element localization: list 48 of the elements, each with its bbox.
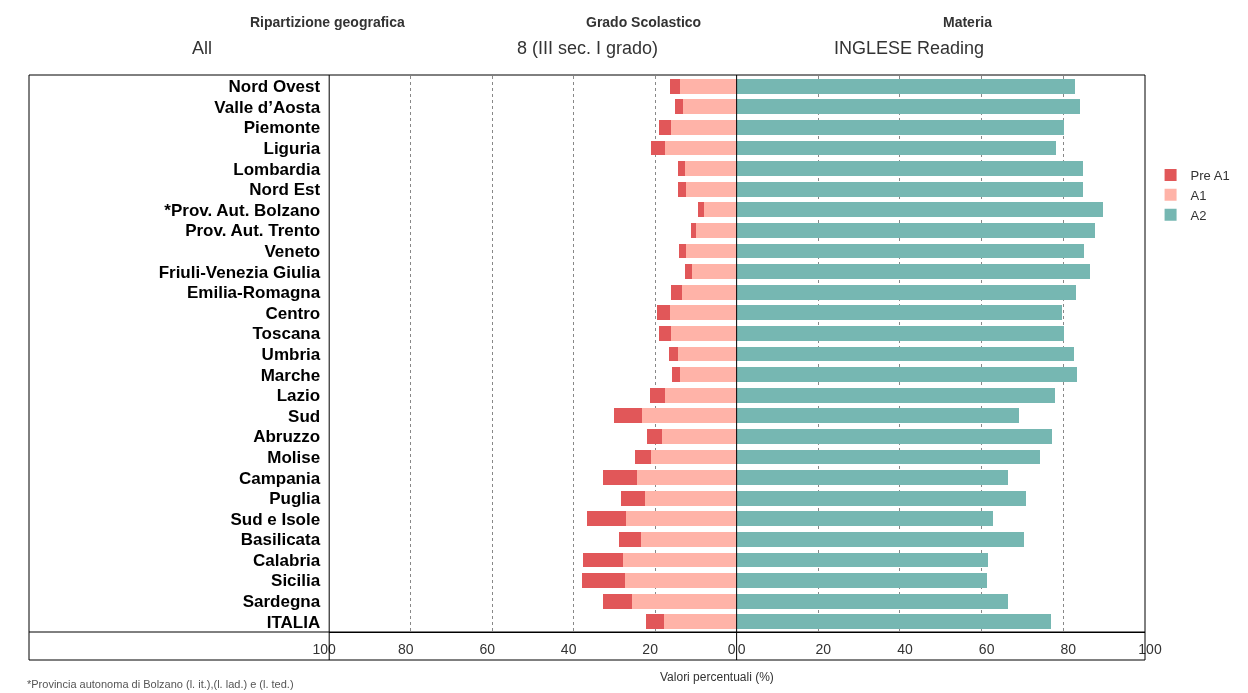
x-tick-label: 40 — [897, 640, 913, 657]
y-tick-label: Umbria — [261, 344, 321, 364]
y-tick-label: Nord Ovest — [228, 77, 321, 97]
y-tick-label: Prov. Aut. Trento — [185, 221, 321, 241]
y-tick-label: Basilicata — [240, 530, 321, 550]
y-tick-label: Calabria — [253, 550, 321, 570]
x-tick-label: 80 — [1060, 640, 1077, 657]
y-tick-label: Liguria — [263, 139, 321, 159]
text: INGLESE Reading — [834, 38, 985, 58]
y-tick-label: Centro — [265, 303, 321, 323]
y-tick-label: Nord Est — [249, 180, 321, 200]
y-tick-label: Emilia-Romagna — [187, 283, 321, 303]
y-tick-label: *Prov. Aut. Bolzano — [164, 200, 321, 220]
y-tick-label: Campania — [238, 468, 321, 488]
text: *Provincia autonoma di Bolzano (l. it.),(l. lad.) e (l. ted.) — [27, 678, 294, 690]
y-tick-label: Molise — [267, 447, 321, 467]
y-tick-label: Puglia — [269, 489, 321, 509]
x-tick-label: 0 — [737, 640, 746, 657]
x-tick-label: 0 — [727, 640, 736, 657]
text: 8 (III sec. I grado) — [517, 38, 659, 58]
y-tick-label: Friuli-Venezia Giulia — [158, 262, 321, 282]
y-tick-label: Veneto — [264, 241, 321, 261]
y-tick-label: Sud e Isole — [230, 509, 321, 529]
y-tick-label: Marche — [260, 365, 321, 385]
y-tick-label: Sicilia — [271, 571, 321, 591]
y-tick-label: Lombardia — [233, 159, 321, 179]
y-tick-label: ITALIA — [266, 612, 321, 632]
y-tick-label: Abruzzo — [253, 427, 321, 447]
text: Grado Scolastico — [586, 14, 702, 30]
x-tick-label: 60 — [978, 640, 995, 657]
y-tick-label: Toscana — [252, 324, 321, 344]
y-tick-label: Valle d’Aosta — [214, 97, 321, 117]
legend-label: A1 — [1190, 187, 1207, 203]
legend-label: A2 — [1190, 207, 1207, 223]
y-tick-label: Piemonte — [243, 118, 321, 138]
legend-label: Pre A1 — [1190, 168, 1230, 184]
x-axis-title: Valori percentuali (%) — [660, 670, 774, 684]
text: All — [192, 38, 213, 58]
x-tick-label: 60 — [479, 640, 496, 657]
x-tick-label: 80 — [397, 640, 414, 657]
text: Ripartizione geografica — [250, 14, 406, 30]
y-tick-label: Lazio — [276, 386, 321, 406]
text: Materia — [943, 14, 993, 30]
x-tick-label: 20 — [815, 640, 832, 657]
y-tick-label: Sardegna — [242, 592, 321, 612]
x-tick-label: 40 — [560, 640, 577, 657]
x-tick-label: 20 — [642, 640, 659, 657]
y-tick-label: Sud — [288, 406, 321, 426]
